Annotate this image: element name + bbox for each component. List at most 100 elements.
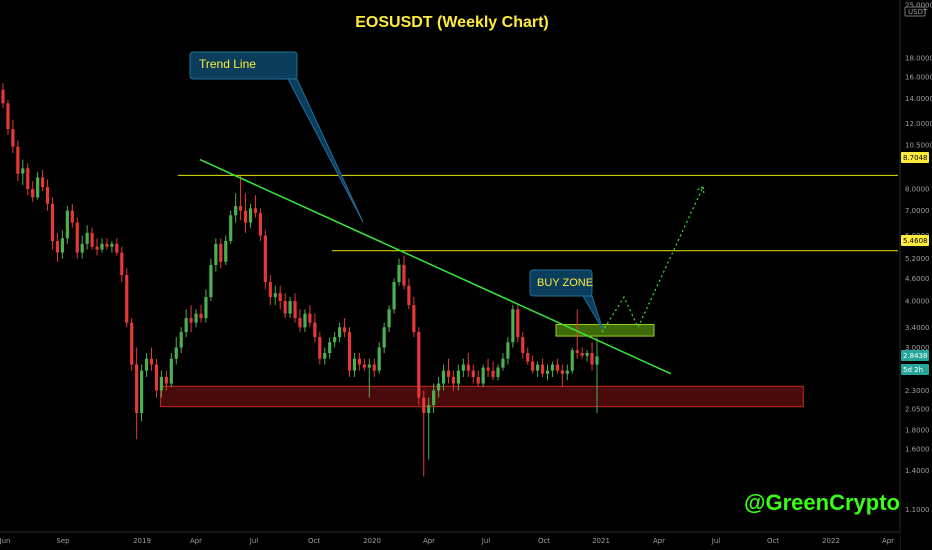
- candle-body: [441, 370, 446, 384]
- price-tag-label: 2.8438: [903, 352, 928, 360]
- candle: [427, 397, 431, 460]
- candle: [313, 313, 317, 343]
- y-tick-label: 1.6000: [905, 446, 930, 454]
- price-tag: 5d 2h: [901, 364, 929, 375]
- candle-body: [333, 337, 337, 343]
- candle: [481, 364, 485, 387]
- candle: [521, 332, 525, 359]
- candle: [169, 352, 173, 387]
- candle-body: [174, 347, 178, 359]
- candle-body: [437, 383, 441, 391]
- callout-trend-line[interactable]: Trend Line: [189, 51, 364, 223]
- candle: [333, 332, 337, 348]
- currency-badge: USDT: [904, 6, 928, 17]
- candle: [565, 364, 569, 381]
- candle-body: [199, 313, 203, 319]
- candle-body: [491, 370, 495, 377]
- candle: [21, 159, 25, 186]
- callout-buy-zone[interactable]: BUY ZONE: [529, 269, 604, 331]
- candle-body: [560, 370, 564, 374]
- candle: [26, 163, 30, 196]
- candle-body: [45, 187, 50, 204]
- y-tick-label: 2.0500: [905, 406, 930, 414]
- candle-body: [80, 243, 84, 253]
- support-zone[interactable]: [159, 385, 804, 408]
- projection-path[interactable]: [601, 186, 704, 333]
- candle: [288, 297, 292, 319]
- candle: [357, 352, 361, 371]
- y-tick-label: 10.5000: [905, 142, 932, 150]
- candle: [550, 361, 555, 377]
- candle: [476, 370, 480, 387]
- candle-body: [496, 367, 500, 377]
- candle: [130, 318, 134, 371]
- candle-body: [234, 206, 238, 216]
- y-tick-label: 5.2000: [905, 255, 930, 263]
- candle: [115, 238, 119, 256]
- buy-zone[interactable]: [555, 323, 655, 337]
- candle-body: [387, 309, 391, 328]
- candle: [342, 318, 347, 338]
- candle-body: [466, 364, 470, 371]
- candle-body: [65, 210, 69, 239]
- candle: [496, 364, 500, 381]
- candle: [243, 193, 248, 233]
- candle-body: [313, 322, 317, 338]
- watermark: @GreenCrypto: [744, 490, 900, 515]
- candle-body: [308, 313, 312, 323]
- candle-body: [293, 301, 297, 319]
- candle: [595, 337, 599, 414]
- candle-body: [278, 293, 282, 302]
- candle: [70, 203, 74, 228]
- callout-buy-zone-text: BUY ZONE: [537, 277, 593, 289]
- candle: [570, 347, 574, 374]
- candle-body: [397, 265, 401, 283]
- price-tag-label: 8.7048: [903, 154, 928, 162]
- candle-body: [347, 332, 352, 371]
- candle-body: [204, 297, 208, 319]
- price-tag: 5.4608: [901, 235, 929, 246]
- candle: [268, 274, 272, 306]
- candle: [308, 305, 312, 328]
- candle-body: [194, 313, 198, 323]
- x-tick-label: Jul: [711, 537, 721, 545]
- candle-body: [352, 358, 357, 371]
- candle-body: [253, 208, 258, 213]
- candles: [1, 83, 599, 477]
- x-tick-label: Apr: [653, 537, 665, 545]
- candle-body: [446, 370, 451, 377]
- candle-body: [70, 210, 74, 223]
- candle-body: [555, 364, 559, 371]
- candle: [531, 355, 535, 374]
- candle-body: [298, 318, 302, 328]
- candle: [144, 352, 149, 377]
- candle: [585, 350, 589, 362]
- candle-body: [342, 327, 347, 333]
- candle-body: [75, 222, 79, 253]
- candle: [387, 305, 391, 333]
- y-tick-label: 3.4000: [905, 324, 930, 332]
- candle-body: [407, 285, 411, 306]
- trend-line[interactable]: [199, 158, 672, 375]
- candle: [437, 376, 441, 398]
- candle-body: [229, 215, 233, 242]
- candle-body: [382, 327, 386, 348]
- projection-group: [601, 186, 705, 333]
- x-tick-label: Jul: [249, 537, 259, 545]
- candle-body: [486, 367, 490, 371]
- candle: [239, 175, 243, 221]
- candle: [278, 285, 282, 310]
- candle: [328, 337, 332, 359]
- candle-body: [526, 352, 530, 362]
- candle-body: [268, 282, 272, 298]
- candle: [120, 246, 124, 283]
- candle: [372, 358, 376, 377]
- candle: [65, 206, 69, 244]
- candle: [234, 193, 238, 223]
- candle-body: [412, 305, 416, 333]
- candle: [486, 358, 490, 377]
- candle-body: [159, 376, 163, 391]
- candle: [209, 258, 213, 302]
- candle: [362, 358, 366, 371]
